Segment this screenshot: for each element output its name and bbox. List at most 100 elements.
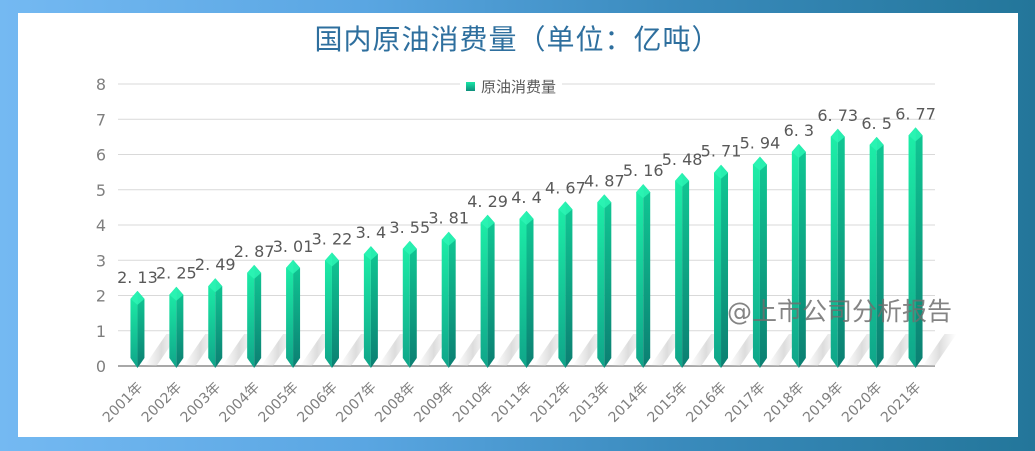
bar	[448, 231, 456, 368]
bar-cap	[791, 143, 806, 158]
bar	[565, 201, 573, 368]
bar	[876, 136, 884, 368]
bar	[643, 184, 651, 368]
bar	[798, 143, 806, 368]
bar	[558, 201, 566, 368]
data-label: 5. 71	[701, 142, 742, 161]
x-tick-label: 2012年	[528, 380, 574, 426]
bar	[636, 184, 644, 368]
x-tick-label: 2001年	[100, 380, 146, 426]
legend-swatch-icon	[466, 82, 475, 91]
bar	[208, 278, 216, 368]
bar	[370, 246, 378, 368]
data-label: 3. 81	[428, 209, 469, 228]
bar	[519, 210, 527, 368]
y-tick-label: 6	[96, 146, 106, 165]
bar-cap	[597, 194, 612, 209]
x-tick-label: 2006年	[294, 380, 340, 426]
bar-cap	[247, 264, 262, 279]
bar-cap	[169, 286, 184, 301]
bar-series	[130, 127, 957, 368]
bar	[908, 127, 916, 368]
data-label: 6. 73	[817, 106, 858, 125]
y-tick-label: 2	[96, 287, 106, 306]
y-tick-label: 7	[96, 110, 106, 129]
bar-cap	[714, 164, 729, 179]
data-label: 3. 01	[273, 237, 314, 256]
x-tick-label: 2004年	[217, 380, 263, 426]
legend-label: 原油消费量	[481, 78, 557, 96]
chart-legend: 原油消费量	[460, 76, 563, 97]
bar	[480, 214, 488, 368]
bar	[324, 252, 332, 368]
bar	[597, 194, 605, 368]
data-label: 2. 25	[156, 264, 197, 283]
bar-cap	[324, 252, 339, 267]
bar	[402, 240, 410, 368]
bar	[791, 143, 799, 368]
bar	[441, 231, 449, 368]
bar	[759, 156, 767, 368]
x-tick-label: 2005年	[255, 380, 301, 426]
bar-cap	[519, 210, 534, 225]
data-label: 5. 94	[740, 134, 781, 153]
y-tick-label: 1	[96, 322, 106, 341]
bar	[675, 172, 683, 368]
data-label: 6. 77	[895, 104, 936, 123]
data-label: 4. 87	[584, 171, 625, 190]
bar	[837, 128, 845, 368]
bar-cap	[130, 290, 145, 305]
bar-cap	[558, 201, 573, 216]
bar-cap	[869, 136, 884, 151]
bar-cap	[441, 231, 456, 246]
data-label: 4. 67	[545, 178, 586, 197]
data-label: 2. 49	[195, 255, 236, 274]
bar-cap	[908, 127, 923, 142]
x-tick-label: 2002年	[139, 380, 185, 426]
bar	[682, 172, 690, 368]
y-tick-label: 5	[96, 181, 106, 200]
x-tick-label: 2018年	[761, 380, 807, 426]
data-label: 6. 3	[784, 121, 815, 140]
x-tick-label: 2008年	[372, 380, 418, 426]
data-label: 3. 4	[356, 223, 387, 242]
bar	[363, 246, 371, 368]
bar-cap	[402, 240, 417, 255]
data-label: 4. 4	[511, 188, 542, 207]
x-tick-label: 2014年	[606, 380, 652, 426]
bar	[293, 259, 301, 368]
y-tick-label: 0	[96, 357, 106, 376]
bar	[487, 214, 495, 368]
x-tick-label: 2017年	[722, 380, 768, 426]
bar-cap	[675, 172, 690, 187]
data-label: 2. 87	[234, 242, 275, 261]
bar-cap	[480, 214, 495, 229]
bar	[176, 286, 184, 368]
bar	[409, 240, 417, 368]
bar	[130, 290, 138, 368]
data-label: 5. 16	[623, 161, 664, 180]
x-tick-label: 2015年	[645, 380, 691, 426]
x-tick-label: 2020年	[839, 380, 885, 426]
bar	[286, 259, 294, 368]
bar-cap	[636, 184, 651, 199]
watermark: @上市公司分析报告	[727, 297, 953, 326]
bar	[752, 156, 760, 368]
x-tick-label: 2021年	[878, 380, 924, 426]
y-tick-label: 3	[96, 251, 106, 270]
bar-cap	[208, 278, 223, 293]
data-label: 2. 13	[117, 268, 158, 287]
bar-cap	[363, 246, 378, 261]
x-tick-label: 2009年	[411, 380, 457, 426]
data-label: 6. 5	[861, 114, 892, 133]
bar-shadow	[922, 334, 957, 366]
bar	[604, 194, 612, 368]
bar	[254, 264, 262, 368]
x-tick-label: 2010年	[450, 380, 496, 426]
bar	[215, 278, 223, 368]
x-tick-label: 2013年	[567, 380, 613, 426]
y-tick-label: 8	[96, 75, 106, 94]
bar	[169, 286, 177, 368]
bar	[721, 164, 729, 368]
x-tick-label: 2007年	[333, 380, 379, 426]
